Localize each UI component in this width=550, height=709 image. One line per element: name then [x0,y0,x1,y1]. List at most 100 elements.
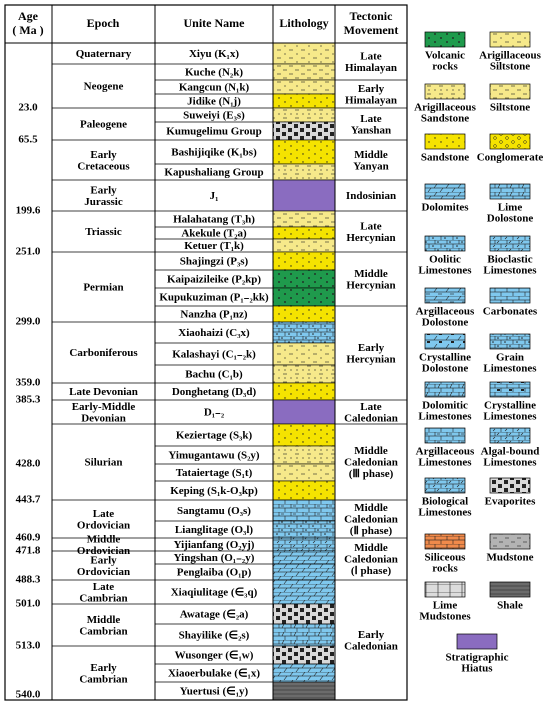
legend-label: rocks [432,61,458,73]
unit-name: Kaipaizileike (P₂kp) [167,274,261,286]
lithology-cell [272,93,336,109]
unit-name: Yingshan (O₁₋₂y) [174,552,255,564]
epoch-name: Early-Middle [72,401,136,413]
epoch-name: Cambrian [79,592,127,604]
legend-label: Siliceous [425,552,467,564]
legend-swatch [424,427,466,444]
tectonic-name: Late [360,50,382,62]
unit-name: Donghetang (D₃d) [172,386,257,398]
lithology-cell [272,499,336,522]
lithology-cell [272,251,336,271]
age-label: 501.0 [16,598,41,610]
legend-label: Limestones [483,457,537,469]
legend-swatch [456,633,498,650]
legend-swatch [489,427,531,444]
age-label: 299.0 [16,316,41,328]
legend-label: Arigillaceous [479,50,541,62]
legend-swatch [489,235,531,252]
legend-label: Limestones [418,507,472,519]
legend-label: Grain [496,352,524,364]
tectonic-name: Hercynian [346,279,395,291]
legend-label: Hiatus [461,663,493,675]
legend-swatch [489,83,531,100]
tectonic-name: Yanyan [353,160,388,172]
epoch-name: Middle [87,533,121,545]
legend-label: Siltstone [490,102,530,114]
lithology-cell [272,364,336,384]
lithology-cell [272,382,336,401]
legend-swatch [489,287,531,304]
unit-name: Kangcun (N₁k) [179,82,250,94]
age-label: 460.9 [16,532,41,544]
epoch-name: Jurassic [84,196,123,208]
lithology-cell [272,121,336,141]
tectonic-name: Caledonian [344,457,398,469]
lithology-cell [272,226,336,240]
tectonic-name: Early [358,83,385,95]
legend-swatch [489,133,531,150]
header-unit: Unite Name [184,16,246,30]
lithology-cell [272,287,336,307]
age-label: 513.0 [16,640,41,652]
epoch-name: Late Devonian [69,386,138,398]
legend-label: Limestones [418,457,472,469]
tectonic-name: Caledonian [344,514,398,526]
legend-swatch [424,333,466,350]
legend-label: Volcanic [425,50,465,62]
unit-name: Tataiertage (S₁t) [176,467,253,479]
unit-name: Kapushaliang Group [164,167,263,179]
unit-name: Xiaqiulitage (∈₃q) [171,587,258,599]
legend-label: Evaporites [485,496,536,508]
legend-swatch [489,333,531,350]
epoch-name: Devonian [81,412,126,424]
legend-swatch [424,133,466,150]
lithology-cell [272,321,336,344]
legend-swatch [424,533,466,550]
tectonic-name: (Ⅲ phase) [349,468,394,480]
legend-label: Limestones [418,411,472,423]
header-age: Age [18,9,39,23]
tectonic-name: Hercynian [346,232,395,244]
tectonic-name: Yanshan [351,124,391,136]
lithology-cell [272,463,336,482]
tectonic-name: Middle [354,445,388,457]
epoch-name: Quaternary [76,48,132,60]
table-frame [4,4,408,701]
legend-swatch [424,581,466,598]
tectonic-name: Early [358,629,385,641]
epoch-name: Ordovician [77,519,130,531]
lithology-cell [272,269,336,289]
legend-label: Limestones [483,265,537,277]
tectonic-name: Caledonian [344,640,398,652]
epoch-name: Early [90,662,117,674]
unit-name: Yijianfang (O₂yj) [174,539,255,551]
lithology-cell [272,79,336,95]
unit-name: Bachu (C₁b) [185,369,243,381]
unit-name: Suweiyi (E₃s) [183,110,245,122]
unit-name: Xiaohaizi (C₃x) [178,327,250,339]
legend-swatch [489,31,531,48]
epoch-name: Silurian [85,457,123,469]
lithology-cell [272,163,336,181]
lithology-cell [272,42,336,65]
legend-label: Stratigraphic [446,652,509,664]
unit-name: Lianglitage (O₃l) [175,524,253,536]
lithology-cell [272,342,336,366]
epoch-name: Cambrian [79,625,127,637]
tectonic-name: Late [360,113,382,125]
header-tectonic: Tectonic [350,9,394,23]
unit-name: Yimugantawu (S₂y) [168,450,260,462]
age-label: 23.0 [18,102,38,114]
age-label: 385.3 [16,394,41,406]
header-epoch: Epoch [87,16,120,30]
lithology-cell [272,63,336,81]
unit-name: Yuertusi (∈₁y) [180,686,249,698]
tectonic-name: Hercynian [346,353,395,365]
legend-label: Biological [422,496,468,508]
lithology-cell [272,238,336,253]
unit-name: Sangtamu (O₃s) [177,505,251,517]
lithology-cell [272,399,336,425]
age-label: 428.0 [16,458,41,470]
epoch-name: Middle [87,614,121,626]
